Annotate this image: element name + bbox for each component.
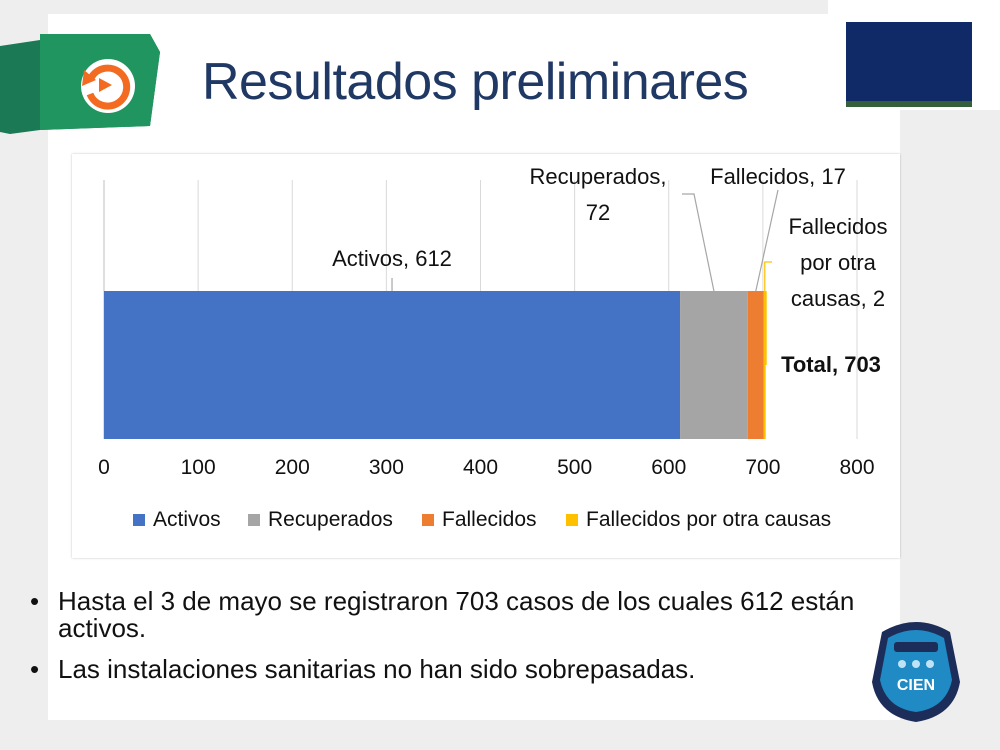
slide-title: Resultados preliminares <box>202 53 749 111</box>
chart-panel <box>72 154 900 558</box>
bullet-glyph: • <box>30 654 40 684</box>
cien-logo-icon: CIEN <box>872 622 960 722</box>
background-block-bottom <box>48 720 900 750</box>
bullet-text: Hasta el 3 de mayo se registraron 703 ca… <box>58 586 855 643</box>
bullet-glyph: • <box>30 586 40 616</box>
navy-logo-box <box>846 22 972 102</box>
bullet-item: • Las instalaciones sanitarias no han si… <box>28 656 888 683</box>
banner-refresh-icon <box>0 34 160 134</box>
background-block-top <box>48 0 828 14</box>
bullet-list: • Hasta el 3 de mayo se registraron 703 … <box>28 588 888 697</box>
bullet-text: Las instalaciones sanitarias no han sido… <box>58 654 696 684</box>
bullet-item: • Hasta el 3 de mayo se registraron 703 … <box>28 588 888 642</box>
cien-logo-text: CIEN <box>897 677 935 694</box>
navy-logo-stripe <box>846 101 972 107</box>
